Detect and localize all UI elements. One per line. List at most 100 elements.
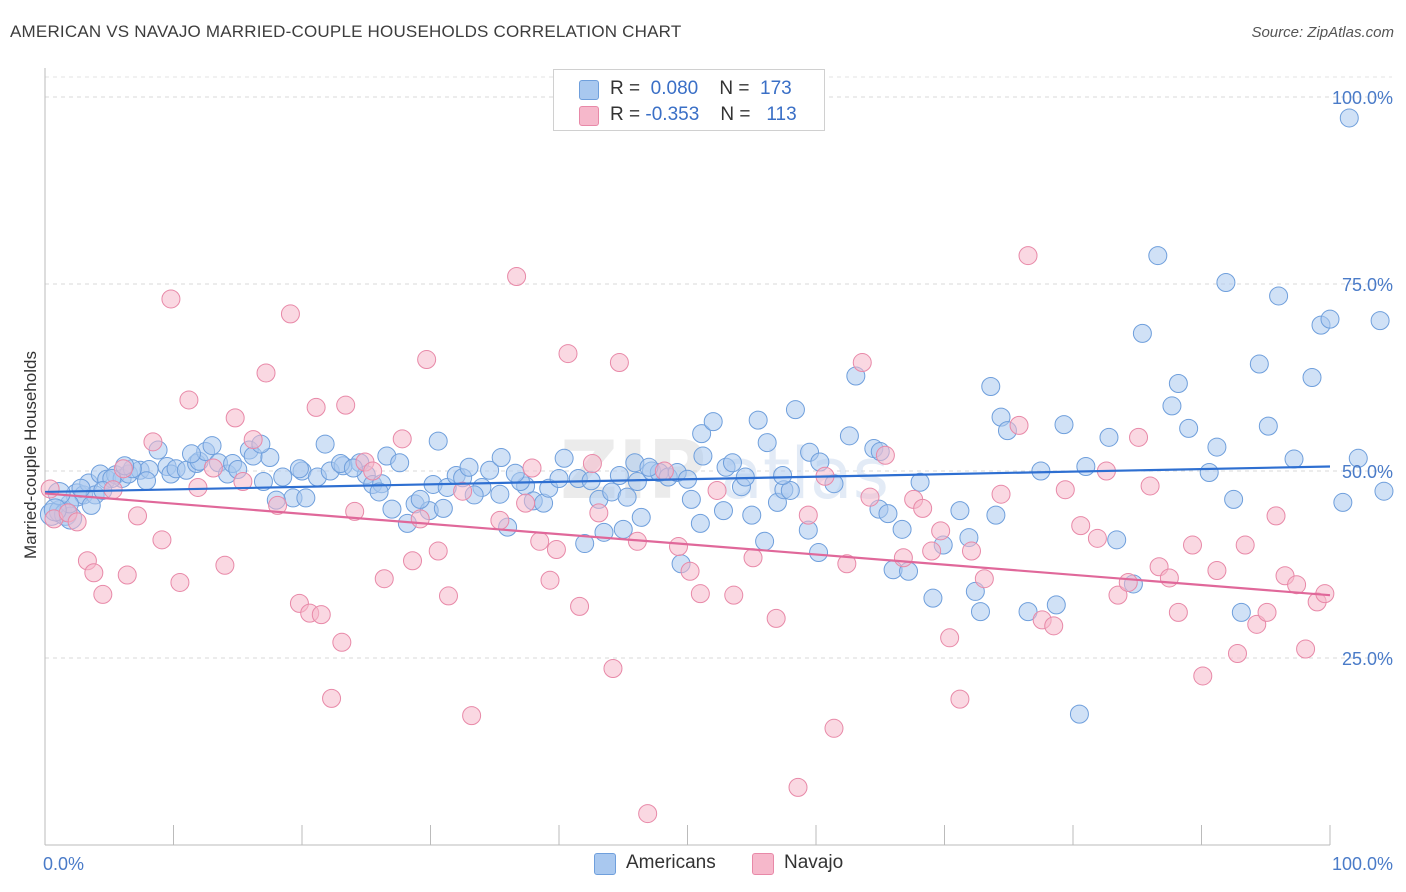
trend-lines bbox=[44, 465, 1331, 597]
point-americans bbox=[981, 376, 1001, 396]
point-americans bbox=[1054, 415, 1074, 435]
point-americans bbox=[986, 505, 1006, 525]
point-navajo bbox=[268, 495, 288, 515]
x-tick-label: 0.0% bbox=[43, 854, 84, 874]
point-americans bbox=[428, 431, 448, 451]
point-americans bbox=[1258, 416, 1278, 436]
point-americans bbox=[1199, 462, 1219, 482]
point-navajo bbox=[280, 304, 300, 324]
point-navajo bbox=[1044, 616, 1064, 636]
bottom-legend-label: Americans bbox=[626, 852, 716, 873]
point-navajo bbox=[311, 605, 331, 625]
point-navajo bbox=[690, 584, 710, 604]
data-points bbox=[39, 108, 1394, 824]
point-navajo bbox=[707, 480, 727, 500]
point-americans bbox=[878, 504, 898, 524]
point-navajo bbox=[374, 569, 394, 589]
point-americans bbox=[137, 471, 157, 491]
point-navajo bbox=[403, 551, 423, 571]
point-americans bbox=[613, 519, 633, 539]
point-navajo bbox=[913, 498, 933, 518]
point-navajo bbox=[589, 503, 609, 523]
point-navajo bbox=[143, 432, 163, 452]
grid-lines bbox=[45, 76, 1392, 659]
point-americans bbox=[480, 460, 500, 480]
point-navajo bbox=[582, 454, 602, 474]
point-navajo bbox=[462, 706, 482, 726]
point-navajo bbox=[332, 632, 352, 652]
point-americans bbox=[253, 471, 273, 491]
point-americans bbox=[1076, 457, 1096, 477]
point-navajo bbox=[215, 555, 235, 575]
point-navajo bbox=[410, 509, 430, 529]
point-navajo bbox=[438, 586, 458, 606]
point-americans bbox=[785, 400, 805, 420]
point-navajo bbox=[950, 689, 970, 709]
point-navajo bbox=[991, 484, 1011, 504]
point-navajo bbox=[522, 458, 542, 478]
point-navajo bbox=[1257, 602, 1277, 622]
point-navajo bbox=[1071, 516, 1091, 536]
point-navajo bbox=[1235, 535, 1255, 555]
point-navajo bbox=[540, 570, 560, 590]
point-navajo bbox=[1087, 528, 1107, 548]
point-americans bbox=[950, 501, 970, 521]
point-americans bbox=[1231, 602, 1251, 622]
point-americans bbox=[390, 453, 410, 473]
point-americans bbox=[1269, 286, 1289, 306]
point-navajo bbox=[67, 512, 87, 532]
point-navajo bbox=[345, 501, 365, 521]
correlation-legend: R = 0.080 N = 173 R = -0.353 N = 113 bbox=[553, 69, 825, 131]
point-americans bbox=[617, 487, 637, 507]
point-americans bbox=[1018, 602, 1038, 622]
point-navajo bbox=[170, 572, 190, 592]
point-navajo bbox=[1207, 560, 1227, 580]
point-navajo bbox=[392, 429, 412, 449]
bottom-swatch-americans bbox=[594, 853, 616, 875]
point-navajo bbox=[233, 471, 253, 491]
point-americans bbox=[923, 588, 943, 608]
point-navajo bbox=[852, 353, 872, 373]
point-navajo bbox=[1193, 666, 1213, 686]
point-americans bbox=[839, 426, 859, 446]
point-americans bbox=[289, 459, 309, 479]
point-americans bbox=[1348, 448, 1368, 468]
point-americans bbox=[910, 472, 930, 492]
point-navajo bbox=[669, 537, 689, 557]
point-navajo bbox=[875, 445, 895, 465]
point-navajo bbox=[1227, 644, 1247, 664]
point-americans bbox=[693, 446, 713, 466]
point-navajo bbox=[243, 430, 263, 450]
legend-n-label: N = bbox=[720, 104, 751, 125]
point-navajo bbox=[306, 397, 326, 417]
point-navajo bbox=[724, 585, 744, 605]
point-navajo bbox=[336, 395, 356, 415]
point-americans bbox=[742, 505, 762, 525]
point-americans bbox=[631, 507, 651, 527]
point-navajo bbox=[680, 561, 700, 581]
point-americans bbox=[81, 495, 101, 515]
point-americans bbox=[757, 433, 777, 453]
point-navajo bbox=[1296, 639, 1316, 659]
point-americans bbox=[755, 531, 775, 551]
point-navajo bbox=[117, 565, 137, 585]
point-navajo bbox=[798, 505, 818, 525]
point-americans bbox=[1370, 311, 1390, 331]
point-americans bbox=[1216, 273, 1236, 293]
legend-n-label: N = bbox=[719, 78, 750, 99]
point-americans bbox=[490, 484, 510, 504]
point-navajo bbox=[256, 363, 276, 383]
point-navajo bbox=[428, 541, 448, 561]
point-americans bbox=[892, 519, 912, 539]
point-americans bbox=[1249, 354, 1269, 374]
point-americans bbox=[549, 468, 569, 488]
point-americans bbox=[1099, 427, 1119, 447]
point-americans bbox=[1179, 418, 1199, 438]
point-americans bbox=[1284, 449, 1304, 469]
point-navajo bbox=[638, 804, 658, 824]
point-navajo bbox=[1018, 246, 1038, 266]
point-navajo bbox=[558, 344, 578, 364]
point-navajo bbox=[188, 477, 208, 497]
point-navajo bbox=[225, 408, 245, 428]
